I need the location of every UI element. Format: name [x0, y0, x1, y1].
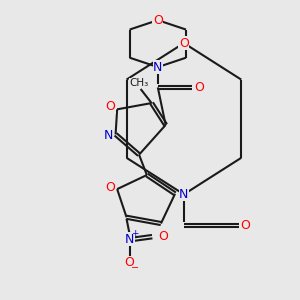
Text: O: O [241, 219, 250, 232]
Text: O: O [105, 181, 115, 194]
Text: O: O [105, 100, 115, 113]
Text: O: O [158, 230, 168, 243]
Text: N: N [179, 188, 189, 201]
Text: N: N [153, 61, 163, 74]
Text: O: O [153, 14, 163, 27]
Text: −: − [131, 263, 140, 273]
Text: O: O [179, 37, 189, 50]
Text: N: N [104, 129, 113, 142]
Text: CH₃: CH₃ [129, 78, 149, 88]
Text: O: O [125, 256, 135, 269]
Text: O: O [194, 81, 204, 94]
Text: N: N [125, 233, 134, 246]
Text: +: + [131, 229, 139, 238]
